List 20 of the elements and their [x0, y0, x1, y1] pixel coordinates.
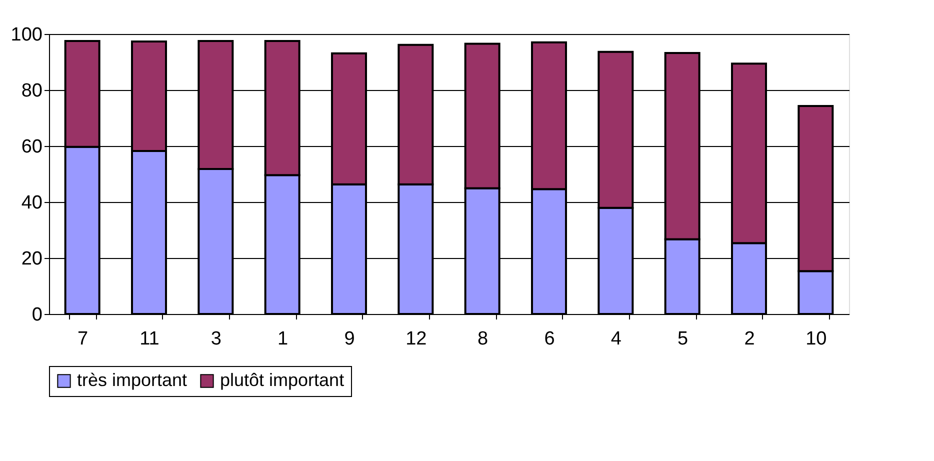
x-tick-label: 2	[744, 328, 755, 350]
y-tick-label: 60	[21, 136, 42, 158]
legend-label: plutôt important	[220, 370, 344, 390]
x-tick-label: 12	[406, 328, 427, 350]
x-tick-label: 1	[278, 328, 288, 350]
y-tick-label: 40	[21, 192, 42, 214]
y-tick-label: 80	[21, 80, 42, 102]
x-tick-label: 8	[478, 328, 488, 350]
y-tick-label: 100	[10, 24, 42, 46]
x-tick-label: 5	[678, 328, 688, 350]
x-tick-label: 7	[78, 328, 88, 350]
y-tick-label: 20	[21, 248, 42, 270]
x-tick-label: 11	[140, 328, 160, 350]
x-tick-label: 6	[544, 328, 555, 350]
x-tick-label: 4	[610, 328, 622, 350]
x-tick-label: 3	[210, 328, 222, 350]
y-tick-label: 0	[32, 304, 42, 326]
x-tick-label: 10	[806, 328, 827, 350]
legend-label: très important	[77, 370, 188, 390]
x-tick-label: 9	[344, 328, 355, 350]
